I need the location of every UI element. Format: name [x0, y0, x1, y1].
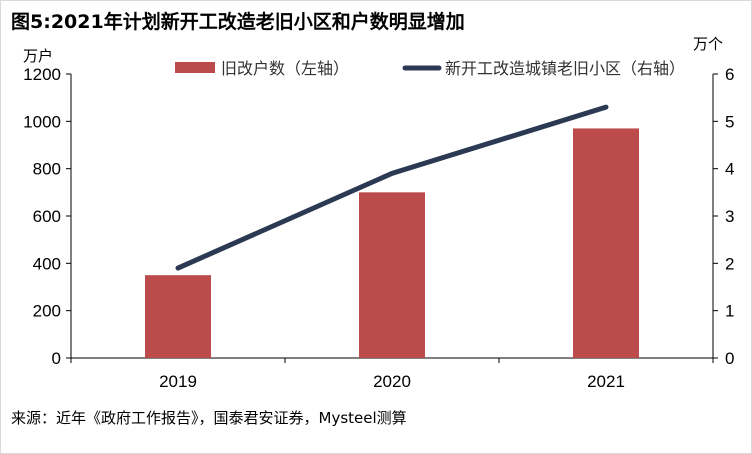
bar-2019 — [145, 275, 211, 358]
right-tick-label: 2 — [725, 254, 734, 273]
left-tick-label: 0 — [52, 349, 61, 368]
bar-2020 — [359, 192, 425, 358]
left-tick-label: 1200 — [23, 65, 61, 84]
chart-svg: 0 200 400 600 800 1000 1200 0 1 2 3 4 5 6 万户 万个 2019 2020… — [23, 36, 734, 391]
left-axis-unit: 万户 — [23, 48, 53, 65]
bar-2021 — [573, 128, 639, 358]
left-tick-label: 800 — [33, 160, 61, 179]
legend-bar-swatch — [175, 62, 215, 73]
legend-line-label: 新开工改造城镇老旧小区（右轴） — [445, 60, 685, 78]
left-tick-label: 600 — [33, 207, 61, 226]
right-tick-label: 0 — [725, 349, 734, 368]
chart-title: 图5:2021年计划新开工改造老旧小区和户数明显增加 — [11, 11, 465, 33]
right-tick-label: 3 — [725, 207, 734, 226]
left-tick-label: 400 — [33, 254, 61, 273]
x-tick-label: 2021 — [587, 372, 625, 391]
left-tick-label: 1000 — [23, 112, 61, 131]
right-tick-label: 5 — [725, 112, 734, 131]
left-tick-label: 200 — [33, 302, 61, 321]
x-tick-label: 2020 — [373, 372, 411, 391]
legend-bar-label: 旧改户数（左轴） — [221, 60, 349, 78]
source-note: 来源：近年《政府工作报告》，国泰君安证券，Mysteel测算 — [11, 409, 407, 427]
x-tick-label: 2019 — [159, 372, 197, 391]
right-axis-unit: 万个 — [693, 36, 723, 53]
right-tick-label: 1 — [725, 302, 734, 321]
right-tick-label: 6 — [725, 65, 734, 84]
right-tick-label: 4 — [725, 160, 734, 179]
